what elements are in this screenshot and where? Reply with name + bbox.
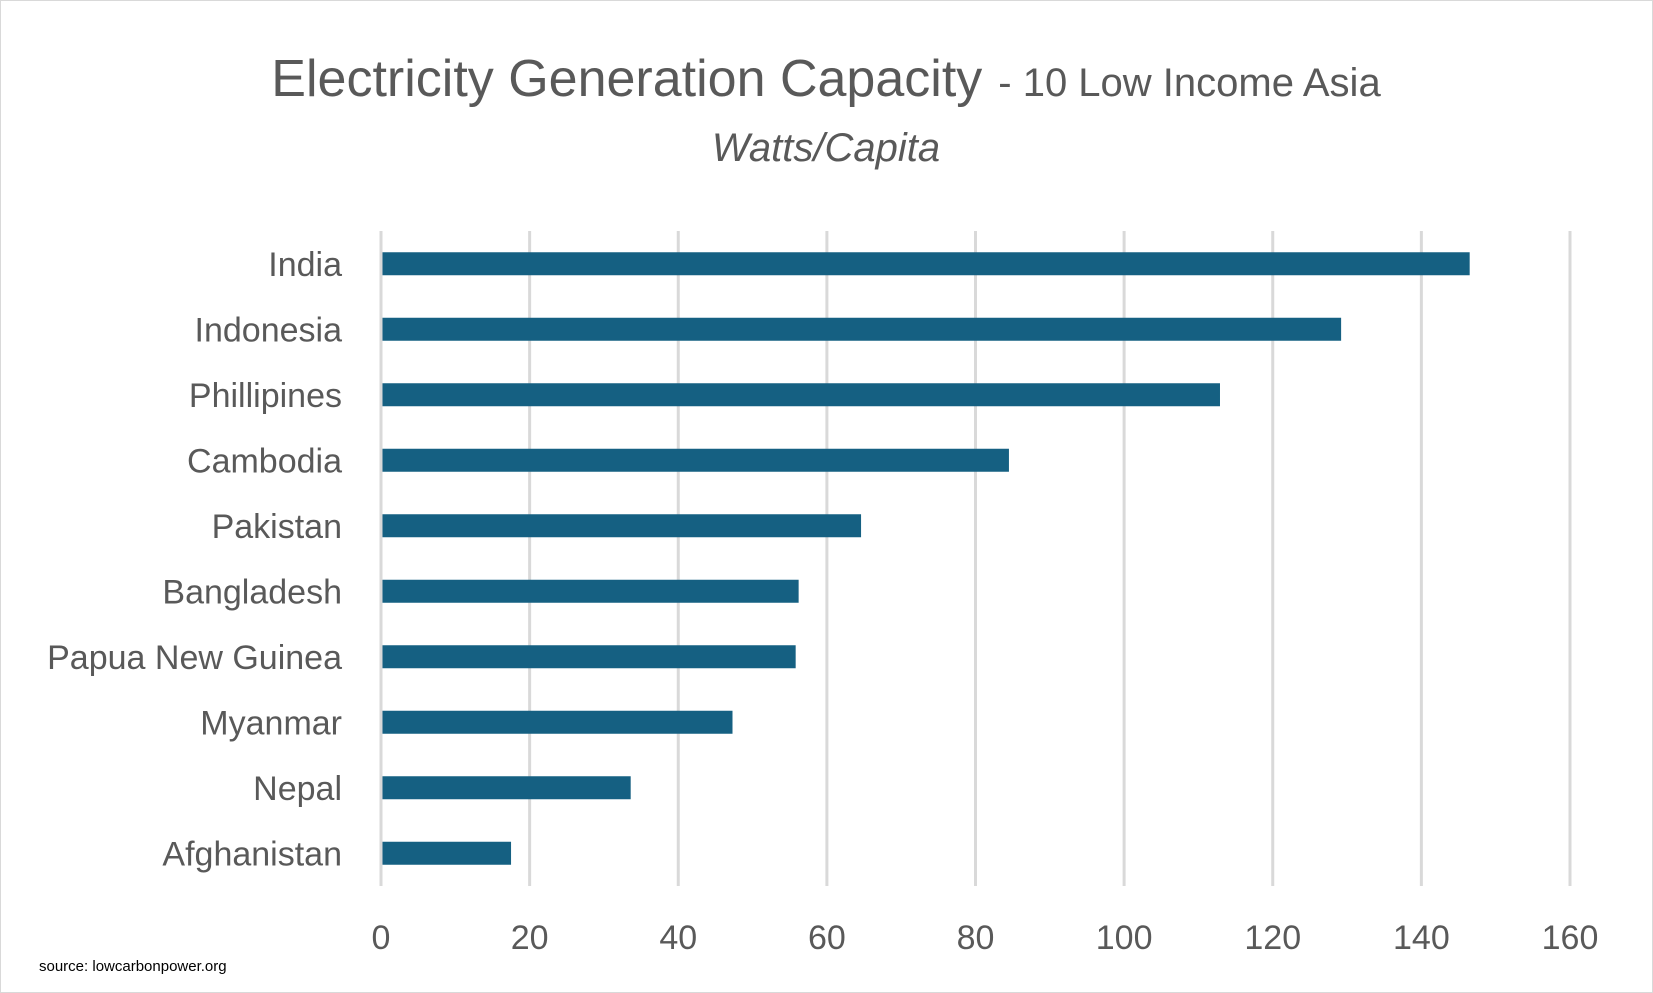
category-label: India: [268, 246, 342, 284]
category-label: Nepal: [253, 770, 342, 808]
category-label: Cambodia: [187, 442, 342, 480]
title-suffix: - 10 Low Income Asia: [998, 61, 1381, 105]
title-main: Electricity Generation Capacity: [271, 50, 982, 108]
chart-title: Electricity Generation Capacity - 10 Low…: [271, 50, 1381, 108]
source-note: source: lowcarbonpower.org: [39, 958, 227, 975]
bar: [382, 383, 1220, 407]
bar: [382, 579, 799, 603]
x-tick-label: 0: [372, 919, 391, 957]
category-label: Afghanistan: [162, 835, 342, 873]
x-tick-label: 60: [808, 919, 846, 957]
bar: [382, 317, 1342, 341]
category-label: Papua New Guinea: [47, 639, 342, 677]
x-tick-label: 40: [659, 919, 697, 957]
chart-subtitle: Watts/Capita: [712, 126, 940, 170]
category-label: Indonesia: [195, 311, 343, 349]
x-tick-label: 100: [1096, 919, 1153, 957]
bar: [382, 448, 1009, 472]
x-tick-label: 120: [1244, 919, 1301, 957]
x-tick-label: 160: [1542, 919, 1599, 957]
category-label: Bangladesh: [162, 573, 342, 611]
bar: [382, 841, 512, 865]
bar: [382, 776, 631, 800]
bar: [382, 514, 862, 538]
x-tick-label: 80: [957, 919, 995, 957]
bars: [382, 252, 1470, 865]
bar: [382, 252, 1470, 276]
category-label: Phillipines: [189, 377, 342, 415]
bar: [382, 710, 733, 734]
x-tick-labels: 0 20 40 60 80 100 120 140 160: [372, 919, 1599, 957]
x-tick-label: 140: [1393, 919, 1450, 957]
category-label: Pakistan: [212, 508, 342, 546]
bar: [382, 645, 796, 669]
category-label: Myanmar: [200, 704, 342, 742]
x-tick-label: 20: [511, 919, 549, 957]
category-labels: India Indonesia Phillipines Cambodia Pakista…: [47, 246, 342, 874]
